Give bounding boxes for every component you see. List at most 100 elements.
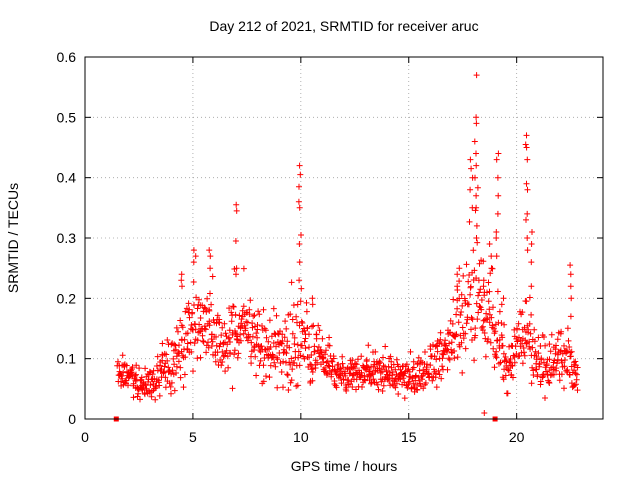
data-point <box>436 371 443 378</box>
data-point <box>565 337 572 344</box>
data-point <box>483 310 490 317</box>
data-point <box>266 317 273 324</box>
data-point <box>459 369 466 376</box>
data-point <box>573 376 580 383</box>
data-point <box>318 348 325 355</box>
data-point <box>516 352 523 359</box>
data-point <box>322 364 329 371</box>
data-point <box>493 253 500 260</box>
data-point <box>240 303 247 310</box>
data-point <box>177 364 184 371</box>
data-point <box>133 371 139 378</box>
data-point <box>323 369 329 376</box>
data-point <box>495 192 502 199</box>
data-point <box>499 334 506 341</box>
data-point <box>288 279 295 286</box>
data-point <box>501 321 508 328</box>
data-point <box>293 383 300 390</box>
data-point <box>136 365 143 372</box>
data-point <box>521 352 528 359</box>
data-point <box>199 332 206 339</box>
data-point <box>152 396 159 403</box>
data-point <box>495 150 502 157</box>
data-point <box>437 329 444 336</box>
data-point <box>499 342 506 349</box>
data-point <box>431 353 438 360</box>
data-point <box>353 386 359 393</box>
data-point <box>458 291 465 298</box>
data-point <box>387 382 394 389</box>
data-point <box>320 355 327 362</box>
data-point <box>524 210 531 217</box>
data-point <box>573 381 579 388</box>
data-point <box>486 288 493 295</box>
data-point <box>526 294 533 301</box>
data-point <box>248 339 255 346</box>
data-point <box>322 351 328 358</box>
data-point <box>176 342 182 349</box>
data-point <box>148 393 155 400</box>
data-point <box>319 335 326 342</box>
data-point <box>473 162 480 169</box>
data-point <box>541 334 547 340</box>
data-point <box>277 328 283 335</box>
data-point <box>572 358 579 365</box>
data-point <box>287 379 294 386</box>
data-point <box>464 316 471 323</box>
data-point <box>550 371 557 378</box>
data-point <box>527 330 534 337</box>
data-point <box>196 321 203 328</box>
data-point <box>192 253 199 260</box>
data-point <box>161 368 168 375</box>
data-point <box>180 384 187 391</box>
data-point <box>364 373 371 380</box>
data-point <box>393 380 400 387</box>
data-point <box>312 365 319 371</box>
data-point <box>190 368 196 375</box>
data-point <box>353 361 360 368</box>
data-point <box>345 377 352 383</box>
data-point <box>355 356 361 363</box>
data-point <box>142 365 149 372</box>
data-point <box>488 253 495 260</box>
data-point <box>206 322 213 329</box>
data-point <box>567 353 574 360</box>
data-point <box>361 372 368 379</box>
data-point <box>424 361 430 368</box>
data-point <box>456 295 463 302</box>
data-point <box>528 380 535 387</box>
data-point <box>340 364 347 371</box>
data-point <box>191 340 198 347</box>
data-point <box>554 356 561 363</box>
data-point <box>408 384 415 391</box>
data-point <box>470 247 477 254</box>
data-point <box>473 300 480 307</box>
data-point <box>561 385 567 392</box>
data-point <box>480 283 487 290</box>
data-point <box>480 317 487 324</box>
data-point <box>457 312 464 318</box>
data-point <box>485 279 492 286</box>
data-point <box>458 339 465 346</box>
data-point <box>282 318 289 325</box>
data-point <box>263 334 270 341</box>
data-point <box>502 372 509 379</box>
data-point <box>480 258 487 265</box>
data-point <box>566 344 573 350</box>
data-point <box>253 372 260 379</box>
data-point <box>477 286 484 293</box>
data-point <box>141 391 148 398</box>
data-point <box>547 372 554 379</box>
data-point <box>240 265 247 272</box>
data-point <box>535 334 542 341</box>
y-tick-label: 0.3 <box>57 230 77 246</box>
data-point <box>420 385 427 392</box>
data-point <box>478 306 485 313</box>
data-point <box>303 308 310 315</box>
data-point <box>439 363 446 370</box>
data-point <box>265 338 272 345</box>
data-point <box>456 343 463 350</box>
data-point <box>471 138 478 145</box>
data-point <box>149 371 156 378</box>
